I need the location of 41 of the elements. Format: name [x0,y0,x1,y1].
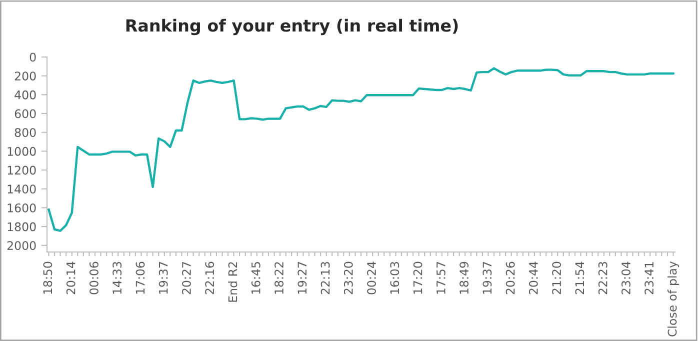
x-tick-label: 20:27 [182,262,191,294]
x-tick-label: 23:41 [644,262,654,294]
y-tick-label: 1200 [8,166,36,175]
x-tick-label: 18:50 [43,262,52,294]
x-tick-label: 18:49 [460,262,469,294]
y-tick-label: 1000 [8,146,36,156]
x-tick-label: 22:13 [320,262,330,294]
y-tick-label: 0 [30,52,36,62]
x-tick-label: 23:04 [622,262,630,294]
y-tick-label: 1600 [8,203,36,212]
x-tick-label: 19:37 [158,262,168,294]
x-tick-label: 00:24 [367,262,376,294]
x-tick-label: 20:14 [66,262,76,294]
x-tick-label: 17:06 [136,262,145,294]
x-tick-label: 20:26 [506,262,515,294]
x-tick-label: 22:16 [205,262,214,294]
line-series [48,67,674,232]
x-tick-label: End R2 [228,262,238,302]
x-tick-label: 00:06 [89,262,98,294]
x-tick-label: 19:27 [298,262,307,294]
x-tick-label: 17:57 [436,262,446,294]
y-tick-label: 2000 [7,241,36,250]
chart-title: Ranking of your entry (in real time) [126,18,458,36]
y-tick-label: 800 [14,128,36,138]
x-tick-label: 17:20 [413,262,422,294]
x-tick-label: 23:20 [344,262,353,294]
x-tick-label: Close of play [668,261,679,336]
x-tick-label: 16:45 [251,262,260,294]
x-tick-label: 21:54 [575,262,584,294]
y-tick-label: 600 [14,109,36,118]
y-tick-label: 1800 [8,222,36,232]
x-tick-label: 22:23 [598,262,608,294]
x-tick-label: 21:20 [552,262,562,294]
y-tick-label: 400 [14,90,36,100]
x-tick-label: 18:22 [274,262,284,294]
y-tick-label: 200 [14,72,36,80]
x-tick-label: 14:33 [112,262,122,294]
x-tick-label: 16:03 [390,262,400,294]
x-tick-label: 20:44 [528,262,538,294]
x-tick-label: 19:37 [482,262,492,294]
y-tick-label: 1400 [8,184,36,194]
